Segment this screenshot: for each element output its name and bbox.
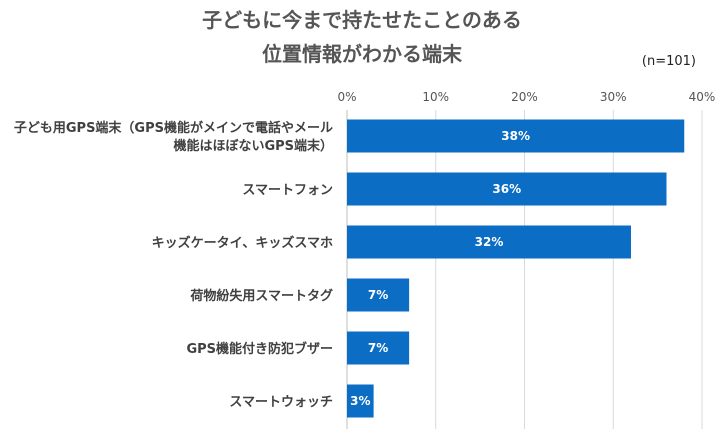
bar [347, 225, 631, 259]
data-label: 36% [492, 182, 521, 196]
data-label: 7% [368, 288, 388, 302]
category-label: 子ども用GPS端末（GPS機能がメインで電話やメール [14, 120, 333, 136]
category-label: 機能はほぼないGPS端末） [173, 138, 333, 154]
bar [347, 278, 410, 312]
bar [347, 384, 374, 418]
x-tick-label: 30% [600, 90, 627, 104]
x-tick-label: 10% [422, 90, 449, 104]
category-label: スマートフォン [242, 183, 333, 198]
category-label: GPS機能付き防犯ブザー [186, 341, 333, 357]
category-label: 荷物紛失用スマートタグ [189, 288, 333, 304]
category-label: キッズケータイ、キッズスマホ [152, 235, 333, 251]
bar [347, 331, 410, 365]
data-label: 38% [501, 129, 530, 143]
data-label: 3% [350, 394, 370, 408]
x-tick-label: 20% [511, 90, 538, 104]
bar [347, 119, 685, 153]
x-tick-label: 0% [337, 90, 356, 104]
chart-title-line-2: 位置情報がわかる端末 [262, 42, 462, 66]
bar [347, 172, 667, 206]
chart-title-line-1: 子どもに今まで持たせたことのある [202, 8, 522, 32]
category-label: スマートウォッチ [229, 395, 333, 410]
data-label: 7% [368, 341, 388, 355]
data-label: 32% [475, 235, 504, 249]
x-tick-label: 40% [689, 90, 716, 104]
sample-size-note: (n=101) [641, 54, 696, 69]
